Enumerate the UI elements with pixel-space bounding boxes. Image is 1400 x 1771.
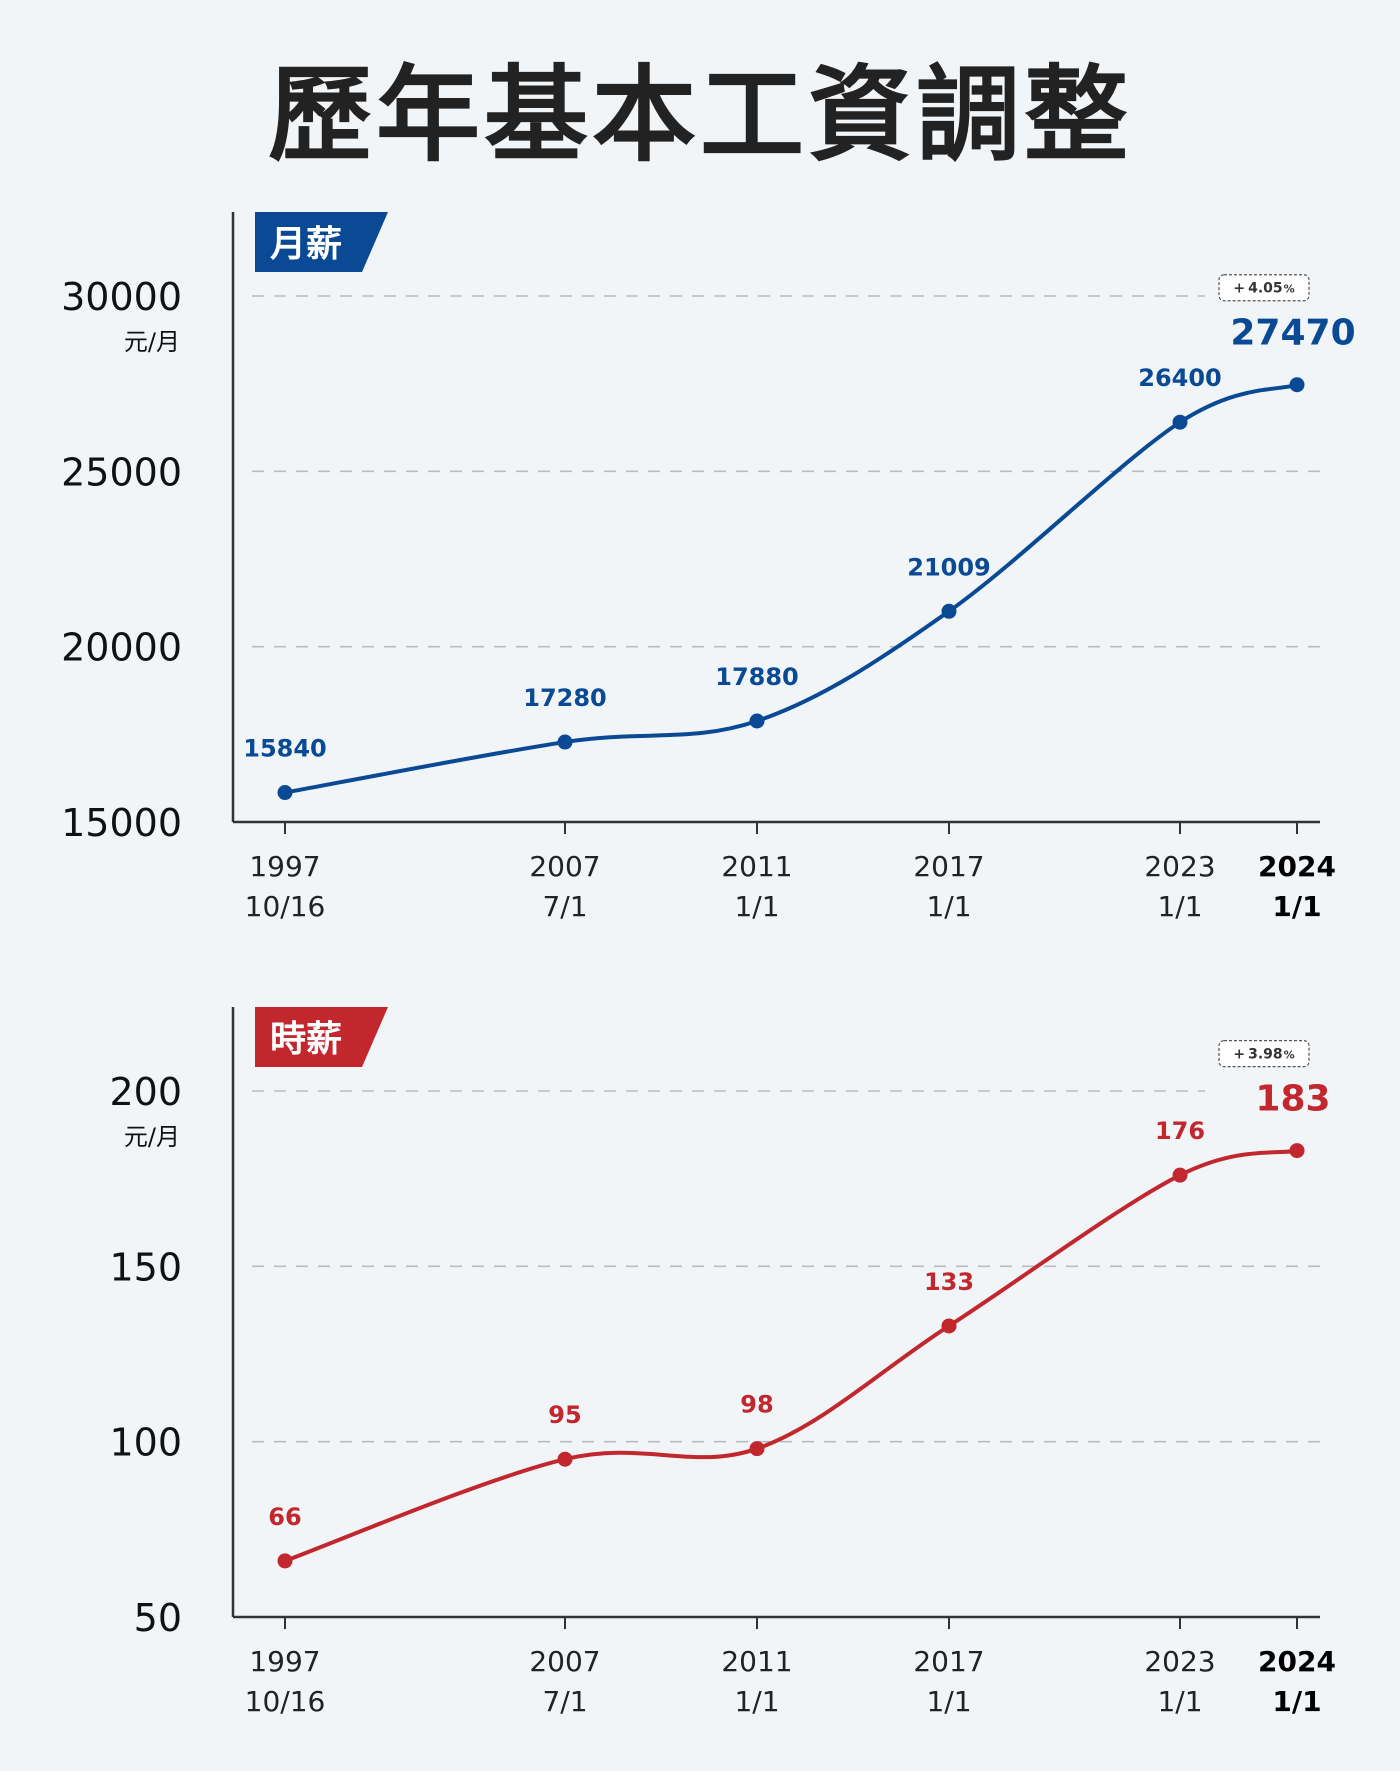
x-tick-year: 1997: [249, 850, 320, 883]
y-tick-label: 200: [109, 1070, 182, 1114]
data-point: [1172, 414, 1188, 430]
x-tick-year: 2023: [1144, 850, 1215, 883]
data-point: [277, 1553, 293, 1569]
chart-tag-shape: [255, 212, 388, 272]
x-tick-year: 2007: [529, 1645, 600, 1678]
y-tick-label: 20000: [61, 626, 182, 670]
x-tick-date: 1/1: [1272, 890, 1321, 923]
x-tick-date: 1/1: [734, 1685, 779, 1718]
page-title: 歷年基本工資調整: [267, 53, 1132, 176]
y-tick-label: 15000: [61, 801, 182, 845]
y-tick-label: 150: [109, 1245, 182, 1289]
x-tick-year: 2011: [721, 1645, 792, 1678]
data-label: 27470: [1230, 313, 1355, 354]
chart-tag-label: 月薪: [270, 224, 342, 265]
data-label: 17880: [715, 663, 799, 691]
x-tick-date: 7/1: [542, 890, 587, 923]
y-tick-label: 100: [109, 1421, 182, 1465]
x-tick-date: 10/16: [245, 890, 326, 923]
data-point: [749, 713, 765, 729]
data-point: [1172, 1167, 1188, 1183]
data-point: [941, 603, 957, 619]
x-tick-date: 1/1: [1272, 1685, 1321, 1718]
series-line: [283, 1148, 1299, 1563]
y-unit-label: 元/月: [124, 328, 180, 356]
change-badge-unit: %: [1284, 1049, 1295, 1062]
change-badge-unit: %: [1284, 283, 1295, 296]
x-tick-year: 1997: [249, 1645, 320, 1678]
chart-tag-label: 時薪: [270, 1019, 342, 1060]
change-badge: +4.05%: [1218, 274, 1310, 302]
data-label: 98: [740, 1391, 773, 1419]
x-tick-date: 10/16: [245, 1685, 326, 1718]
data-label: 183: [1255, 1079, 1330, 1120]
hourly-wage-chart: 50 100 150 200 元/月 1997 10/16 2007 7/1 2011 1/1 201…: [109, 1007, 1336, 1718]
data-point: [749, 1441, 765, 1457]
x-tick-date: 1/1: [1157, 1685, 1202, 1718]
series-line: [283, 382, 1299, 795]
x-tick-year: 2007: [529, 850, 600, 883]
data-point: [277, 785, 293, 801]
y-tick-label: 30000: [61, 275, 182, 319]
change-badge-value: 3.98: [1248, 1047, 1283, 1063]
monthly-wage-chart: 15000 20000 25000 30000 元/月 1997 10/16 2007 7/1 2…: [61, 212, 1356, 923]
chart-tag: 月薪: [255, 212, 388, 272]
data-point: [557, 1451, 573, 1467]
change-badge-text: +3.98%: [1233, 1047, 1294, 1063]
y-tick-label: 25000: [61, 450, 182, 494]
x-tick-date: 1/1: [734, 890, 779, 923]
x-tick-year: 2017: [913, 850, 984, 883]
data-label: 26400: [1138, 364, 1222, 392]
x-tick-year: 2023: [1144, 1645, 1215, 1678]
x-tick-year: 2011: [721, 850, 792, 883]
change-badge: +3.98%: [1218, 1040, 1310, 1068]
x-tick-date: 1/1: [1157, 890, 1202, 923]
data-point: [1289, 377, 1305, 393]
data-point: [1289, 1143, 1305, 1159]
change-badge-frame: [1218, 1040, 1310, 1068]
data-label: 176: [1155, 1117, 1205, 1145]
y-tick-label: 50: [134, 1596, 182, 1640]
data-label: 95: [548, 1401, 581, 1429]
change-badge-frame: [1218, 274, 1310, 302]
x-tick-date: 1/1: [926, 1685, 971, 1718]
x-tick-year: 2017: [913, 1645, 984, 1678]
chart-tag: 時薪: [255, 1007, 388, 1067]
data-label: 21009: [907, 553, 991, 581]
data-label: 133: [924, 1268, 974, 1296]
data-point: [941, 1318, 957, 1334]
change-badge-text: +4.05%: [1233, 281, 1294, 297]
data-point: [557, 734, 573, 750]
change-badge-value: 4.05: [1248, 281, 1283, 297]
x-tick-year: 2024: [1258, 850, 1336, 883]
chart-tag-shape: [255, 1007, 388, 1067]
change-badge-sign: +: [1233, 1047, 1245, 1063]
x-tick-date: 7/1: [542, 1685, 587, 1718]
y-unit-label: 元/月: [124, 1123, 180, 1151]
change-badge-sign: +: [1233, 281, 1245, 297]
data-label: 17280: [523, 684, 607, 712]
data-label: 66: [268, 1503, 301, 1531]
x-tick-year: 2024: [1258, 1645, 1336, 1678]
data-label: 15840: [243, 735, 327, 763]
x-tick-date: 1/1: [926, 890, 971, 923]
